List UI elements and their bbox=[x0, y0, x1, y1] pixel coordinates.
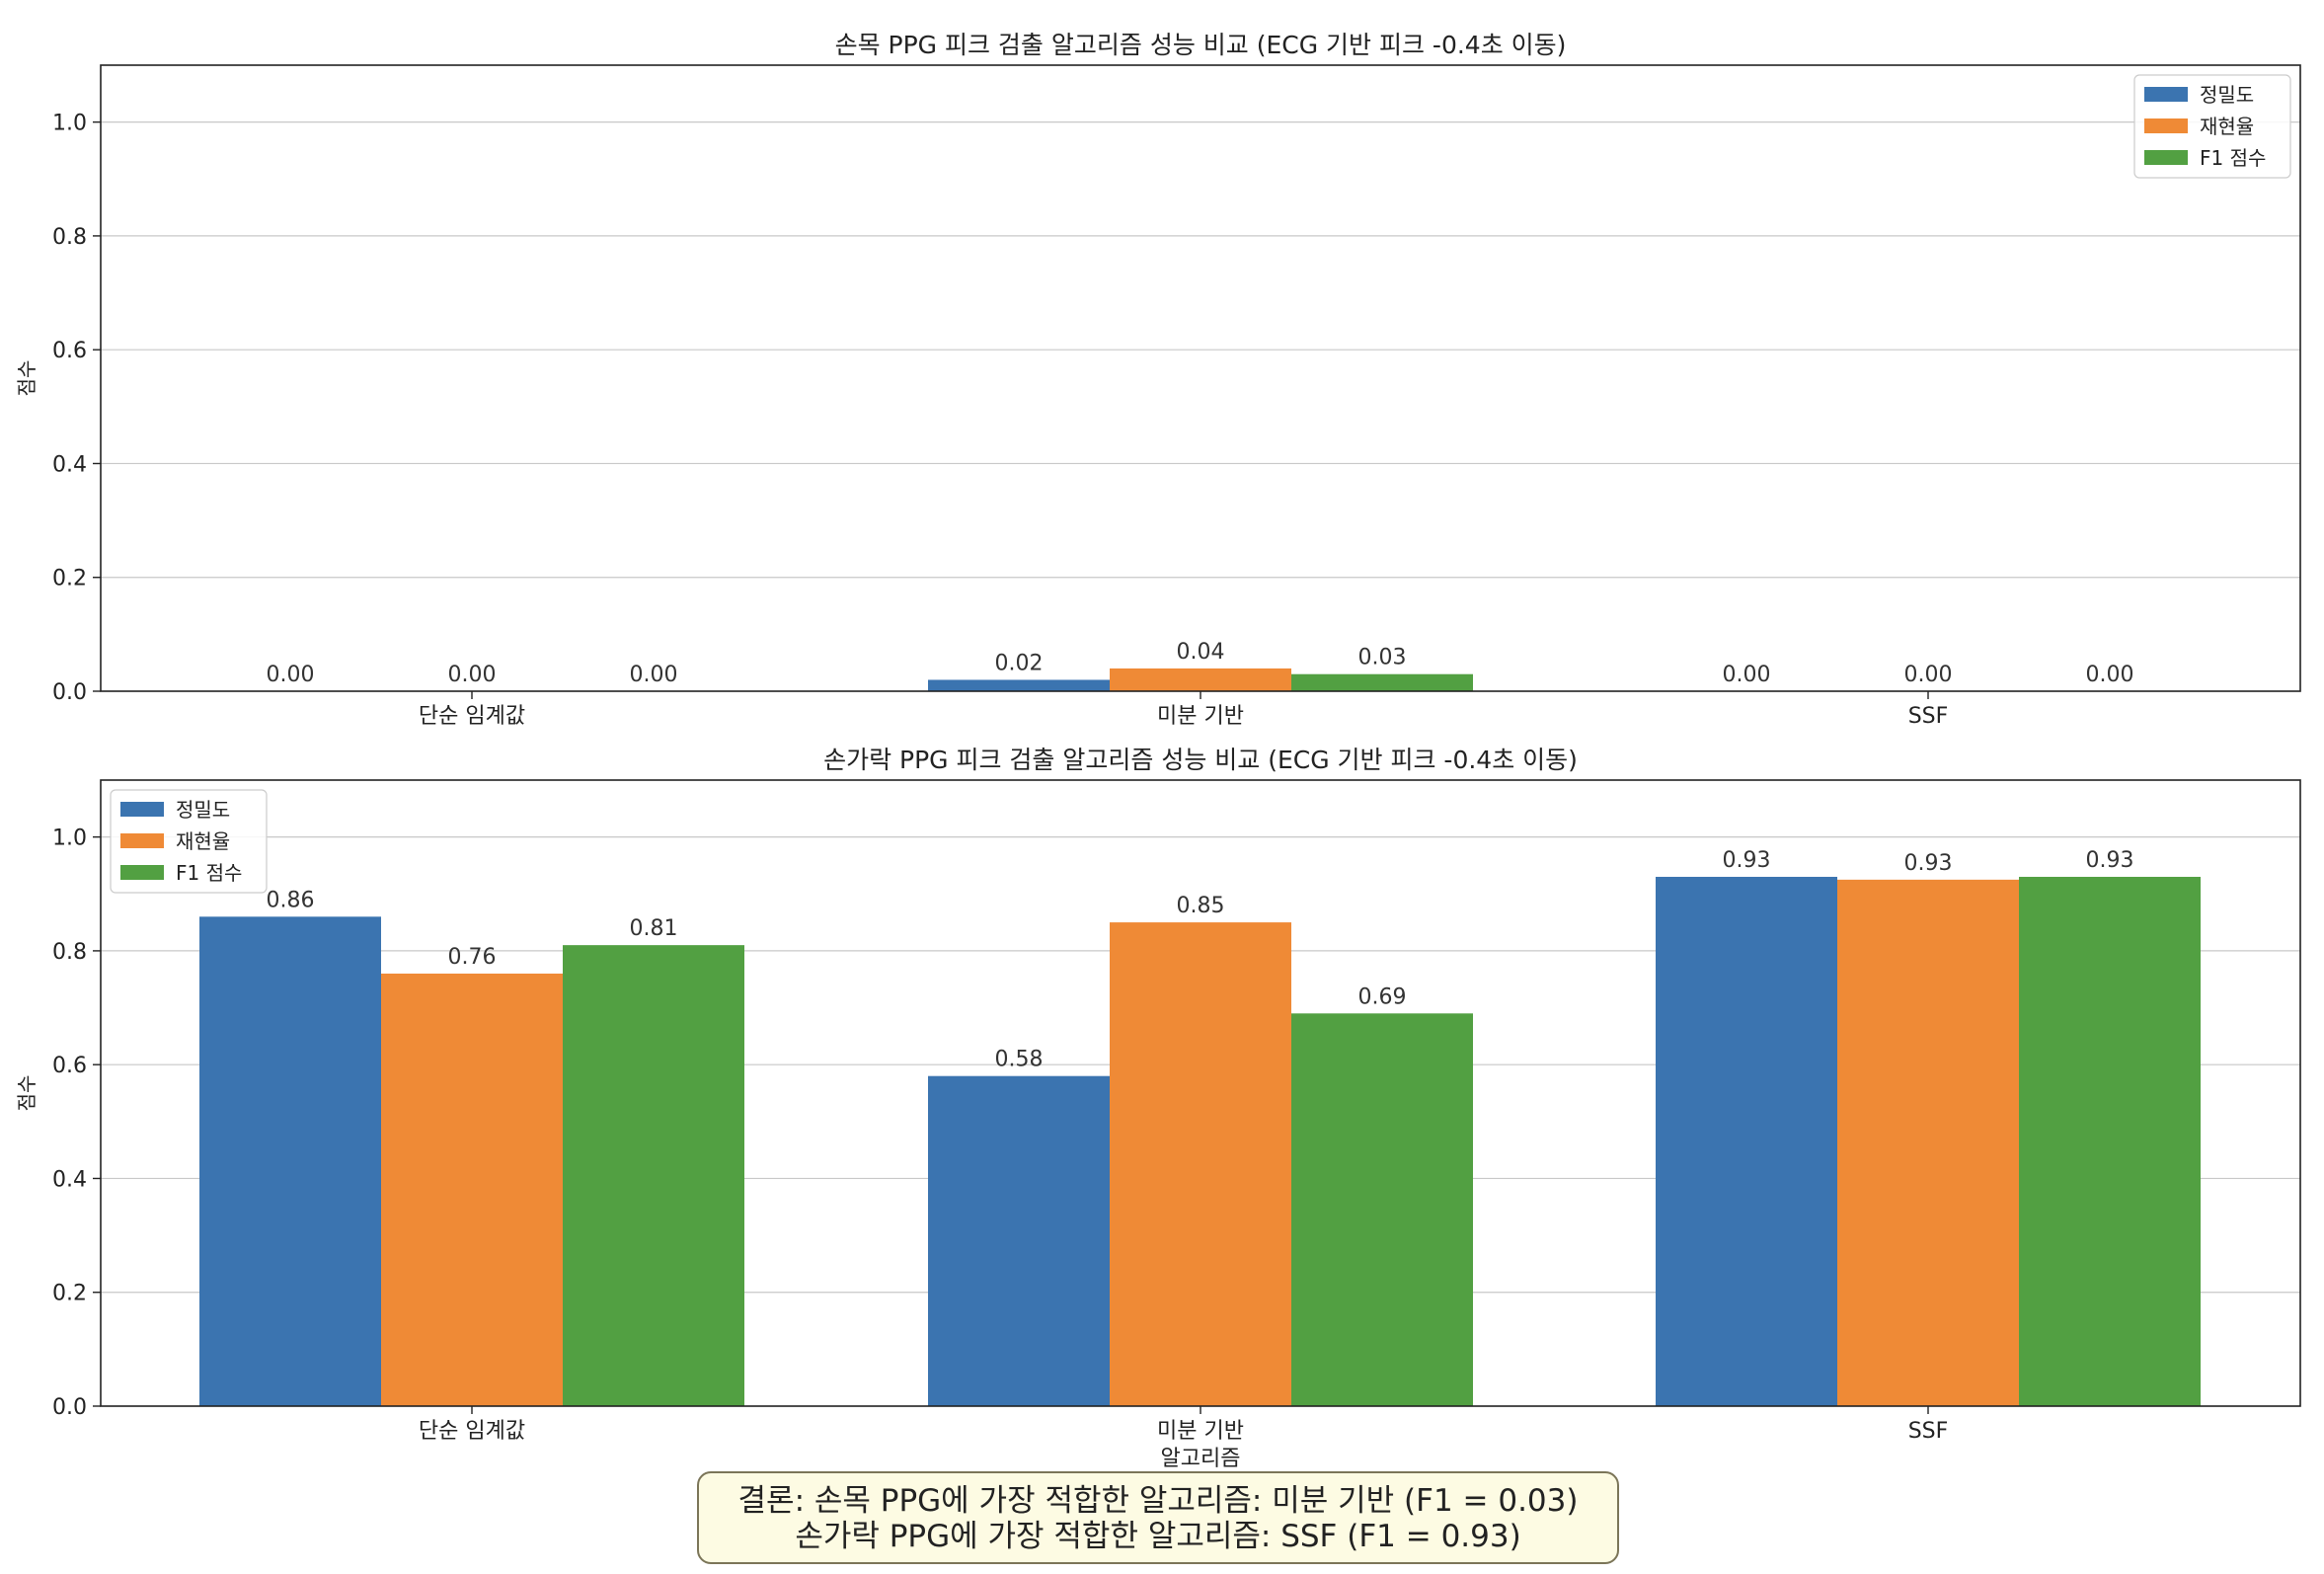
finger-plot-frame bbox=[100, 779, 2301, 1407]
wrist-plot-frame bbox=[100, 64, 2301, 692]
finger-data-label: 0.85 bbox=[1177, 894, 1225, 918]
finger-bar-recall bbox=[1110, 922, 1291, 1406]
wrist-y-tick-label: 0.8 bbox=[52, 225, 87, 250]
wrist-legend-swatch-precision bbox=[2144, 87, 2188, 102]
finger-data-label: 0.93 bbox=[1904, 851, 1953, 876]
wrist-legend-swatch-recall bbox=[2144, 118, 2188, 133]
finger-chart: 손가락 PPG 피크 검출 알고리즘 성능 비교 (ECG 기반 피크 -0.4… bbox=[15, 746, 2301, 1471]
finger-data-label: 0.76 bbox=[448, 945, 497, 970]
wrist-data-label: 0.00 bbox=[267, 663, 315, 687]
finger-data-label: 0.93 bbox=[1723, 848, 1771, 873]
finger-bar-precision bbox=[1656, 876, 1837, 1406]
wrist-bar-precision bbox=[928, 679, 1110, 691]
wrist-x-tick-label: SSF bbox=[1908, 704, 1949, 729]
wrist-y-axis-label: 점수 bbox=[15, 360, 39, 397]
wrist-legend-label: 정밀도 bbox=[2200, 83, 2254, 107]
wrist-y-tick-label: 0.6 bbox=[52, 339, 87, 363]
finger-legend-label: 정밀도 bbox=[176, 798, 230, 822]
wrist-bar-recall bbox=[1110, 668, 1291, 691]
finger-data-label: 0.86 bbox=[267, 888, 315, 912]
finger-y-axis-label: 점수 bbox=[15, 1075, 39, 1112]
wrist-bar-f1 bbox=[1291, 673, 1473, 691]
finger-y-tick-label: 0.8 bbox=[52, 940, 87, 965]
finger-y-tick-label: 0.0 bbox=[52, 1395, 87, 1420]
finger-x-tick-label: 미분 기반 bbox=[1157, 1419, 1244, 1444]
wrist-chart-title: 손목 PPG 피크 검출 알고리즘 성능 비교 (ECG 기반 피크 -0.4초… bbox=[835, 31, 1567, 59]
finger-legend-label: 재현율 bbox=[176, 829, 230, 853]
finger-x-tick-label: 알고리즘 bbox=[1161, 1447, 1241, 1471]
finger-bar-recall bbox=[1837, 879, 2019, 1406]
finger-bar-recall bbox=[381, 973, 563, 1406]
wrist-chart: 손목 PPG 피크 검출 알고리즘 성능 비교 (ECG 기반 피크 -0.4초… bbox=[15, 31, 2301, 729]
finger-y-tick-label: 1.0 bbox=[52, 826, 87, 851]
conclusion-line-2: 손가락 PPG에 가장 적합한 알고리즘: SSF (F1 = 0.93) bbox=[795, 1519, 1521, 1554]
wrist-data-label: 0.04 bbox=[1177, 640, 1225, 665]
finger-data-label: 0.69 bbox=[1358, 984, 1407, 1009]
wrist-y-tick-label: 0.0 bbox=[52, 680, 87, 705]
finger-y-tick-label: 0.6 bbox=[52, 1054, 87, 1078]
conclusion-line-1: 결론: 손목 PPG에 가장 적합한 알고리즘: 미분 기반 (F1 = 0.0… bbox=[737, 1483, 1579, 1519]
finger-x-tick-label: 단순 임계값 bbox=[419, 1419, 525, 1444]
finger-legend-swatch-precision bbox=[120, 802, 164, 817]
wrist-data-label: 0.00 bbox=[1904, 663, 1953, 687]
finger-data-label: 0.58 bbox=[995, 1048, 1044, 1072]
wrist-x-tick-label: 단순 임계값 bbox=[419, 704, 525, 729]
finger-x-tick-label: SSF bbox=[1908, 1419, 1949, 1444]
finger-bar-f1 bbox=[1291, 1013, 1473, 1406]
wrist-x-tick-label: 미분 기반 bbox=[1157, 704, 1244, 729]
finger-legend-label: F1 점수 bbox=[176, 861, 242, 885]
wrist-data-label: 0.03 bbox=[1358, 646, 1407, 670]
finger-bar-f1 bbox=[563, 945, 744, 1406]
wrist-data-label: 0.00 bbox=[1723, 663, 1771, 687]
wrist-data-label: 0.00 bbox=[630, 663, 678, 687]
finger-chart-title: 손가락 PPG 피크 검출 알고리즘 성능 비교 (ECG 기반 피크 -0.4… bbox=[823, 746, 1578, 774]
wrist-y-tick-label: 0.4 bbox=[52, 452, 87, 477]
conclusion-box: 결론: 손목 PPG에 가장 적합한 알고리즘: 미분 기반 (F1 = 0.0… bbox=[697, 1471, 1619, 1564]
finger-data-label: 0.93 bbox=[2086, 848, 2134, 873]
finger-y-tick-label: 0.2 bbox=[52, 1282, 87, 1306]
finger-bar-precision bbox=[928, 1075, 1110, 1406]
finger-legend-swatch-f1 bbox=[120, 865, 164, 880]
finger-bar-precision bbox=[199, 916, 381, 1406]
wrist-y-tick-label: 0.2 bbox=[52, 567, 87, 591]
wrist-legend-swatch-f1 bbox=[2144, 150, 2188, 165]
finger-legend-swatch-recall bbox=[120, 833, 164, 848]
wrist-data-label: 0.00 bbox=[448, 663, 497, 687]
wrist-legend-label: 재현율 bbox=[2200, 115, 2254, 138]
wrist-y-tick-label: 1.0 bbox=[52, 112, 87, 136]
wrist-data-label: 0.00 bbox=[2086, 663, 2134, 687]
finger-data-label: 0.81 bbox=[630, 916, 678, 941]
finger-y-tick-label: 0.4 bbox=[52, 1167, 87, 1192]
wrist-legend-label: F1 점수 bbox=[2200, 146, 2266, 170]
finger-bar-f1 bbox=[2019, 876, 2201, 1406]
wrist-data-label: 0.02 bbox=[995, 651, 1044, 675]
